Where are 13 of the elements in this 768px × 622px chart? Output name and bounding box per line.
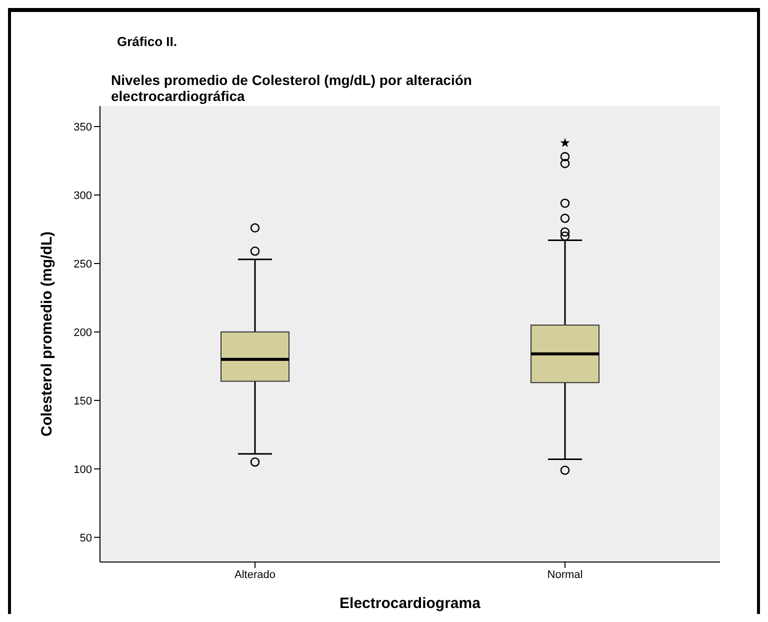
y-tick-label: 150 (74, 395, 92, 408)
y-tick-label: 300 (74, 190, 92, 202)
chart-title: Gráfico II. (117, 34, 177, 49)
y-tick-label: 250 (74, 258, 92, 270)
chart-subtitle: Niveles promedio de Colesterol (mg/dL) por alteración electrocardiográfica (111, 72, 473, 104)
x-axis-title: Electrocardiograma (340, 595, 482, 612)
y-tick-label: 200 (74, 326, 92, 339)
x-tick-label: Alterado (234, 568, 276, 581)
y-axis-title: Colesterol promedio (mg/dL) (38, 231, 56, 437)
y-tick-label: 50 (80, 532, 92, 544)
y-tick-label: 350 (74, 121, 92, 134)
y-tick-label: 100 (74, 464, 92, 476)
x-tick-label: Normal (547, 568, 583, 581)
